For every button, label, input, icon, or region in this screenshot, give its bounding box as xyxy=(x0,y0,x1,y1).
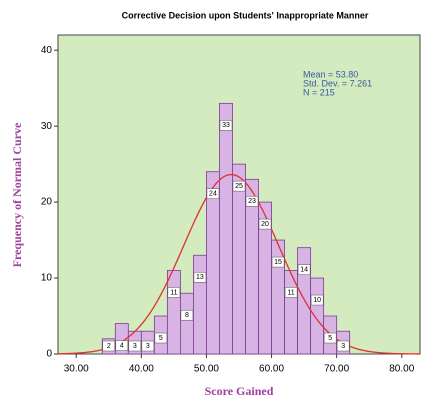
bar xyxy=(310,277,325,355)
bar xyxy=(193,254,207,355)
value-label: 8 xyxy=(185,312,189,319)
bar xyxy=(297,247,312,355)
stat-annotation: Mean = 53.80 xyxy=(303,69,358,79)
y-tick-label: 40 xyxy=(41,45,53,56)
stat-annotation: N = 215 xyxy=(303,87,335,97)
x-tick-label: 70.00 xyxy=(324,364,349,375)
bar xyxy=(219,102,233,355)
value-label-box xyxy=(102,340,116,352)
x-tick-label: 30.00 xyxy=(64,364,89,375)
y-tick-label: 0 xyxy=(46,349,52,360)
value-label-box xyxy=(167,287,181,298)
x-tick-label: 80.00 xyxy=(389,364,414,375)
x-tick-label: 60.00 xyxy=(259,364,284,375)
value-label: 4 xyxy=(120,342,124,349)
y-tick-label: 20 xyxy=(41,197,53,208)
value-label: 5 xyxy=(159,335,163,342)
value-label-box xyxy=(323,332,337,344)
value-label: 3 xyxy=(146,343,150,350)
value-label: 25 xyxy=(235,183,243,190)
value-label: 33 xyxy=(222,122,230,129)
y-tick-label: 10 xyxy=(41,273,53,284)
value-label: 14 xyxy=(300,267,308,274)
y-axis-label: Frequency of Normal Curve xyxy=(10,122,24,267)
bar xyxy=(206,171,220,355)
value-label-box xyxy=(219,120,233,131)
x-tick-label: 40.00 xyxy=(129,364,154,375)
value-label-box xyxy=(245,196,259,207)
y-tick-label: 30 xyxy=(41,121,53,132)
value-label-box xyxy=(271,256,285,268)
value-label: 11 xyxy=(287,289,294,296)
value-label-box xyxy=(297,264,311,275)
chart-title: Corrective Decision upon Students' Inapp… xyxy=(122,10,369,20)
bar xyxy=(166,270,181,355)
value-label-box xyxy=(336,340,350,352)
stat-annotation: Std. Dev. = 7.261 xyxy=(303,78,372,88)
value-label-box xyxy=(284,287,298,298)
value-label-box xyxy=(115,340,129,351)
x-tick-label: 50.00 xyxy=(194,364,219,375)
value-label-box xyxy=(310,294,324,306)
bar xyxy=(232,163,246,355)
value-label-box xyxy=(206,188,220,199)
value-label: 15 xyxy=(274,259,282,266)
value-label: 10 xyxy=(313,297,321,304)
value-label: 23 xyxy=(248,198,256,205)
x-axis-label: Score Gained xyxy=(205,384,274,398)
value-label-box xyxy=(232,180,246,192)
value-label: 11 xyxy=(170,289,177,296)
value-label: 20 xyxy=(261,221,269,228)
value-label-box xyxy=(258,218,272,230)
value-label-box xyxy=(154,332,168,344)
value-label: 3 xyxy=(133,343,137,350)
bar xyxy=(180,292,194,355)
value-label-box xyxy=(141,340,155,352)
value-label: 5 xyxy=(328,335,332,342)
value-label: 24 xyxy=(209,191,217,198)
value-label: 2 xyxy=(107,343,111,350)
value-label-box xyxy=(193,272,207,283)
value-label: 3 xyxy=(341,343,345,350)
value-label-box xyxy=(128,340,142,352)
value-label: 13 xyxy=(196,274,204,281)
value-label-box xyxy=(180,309,194,321)
